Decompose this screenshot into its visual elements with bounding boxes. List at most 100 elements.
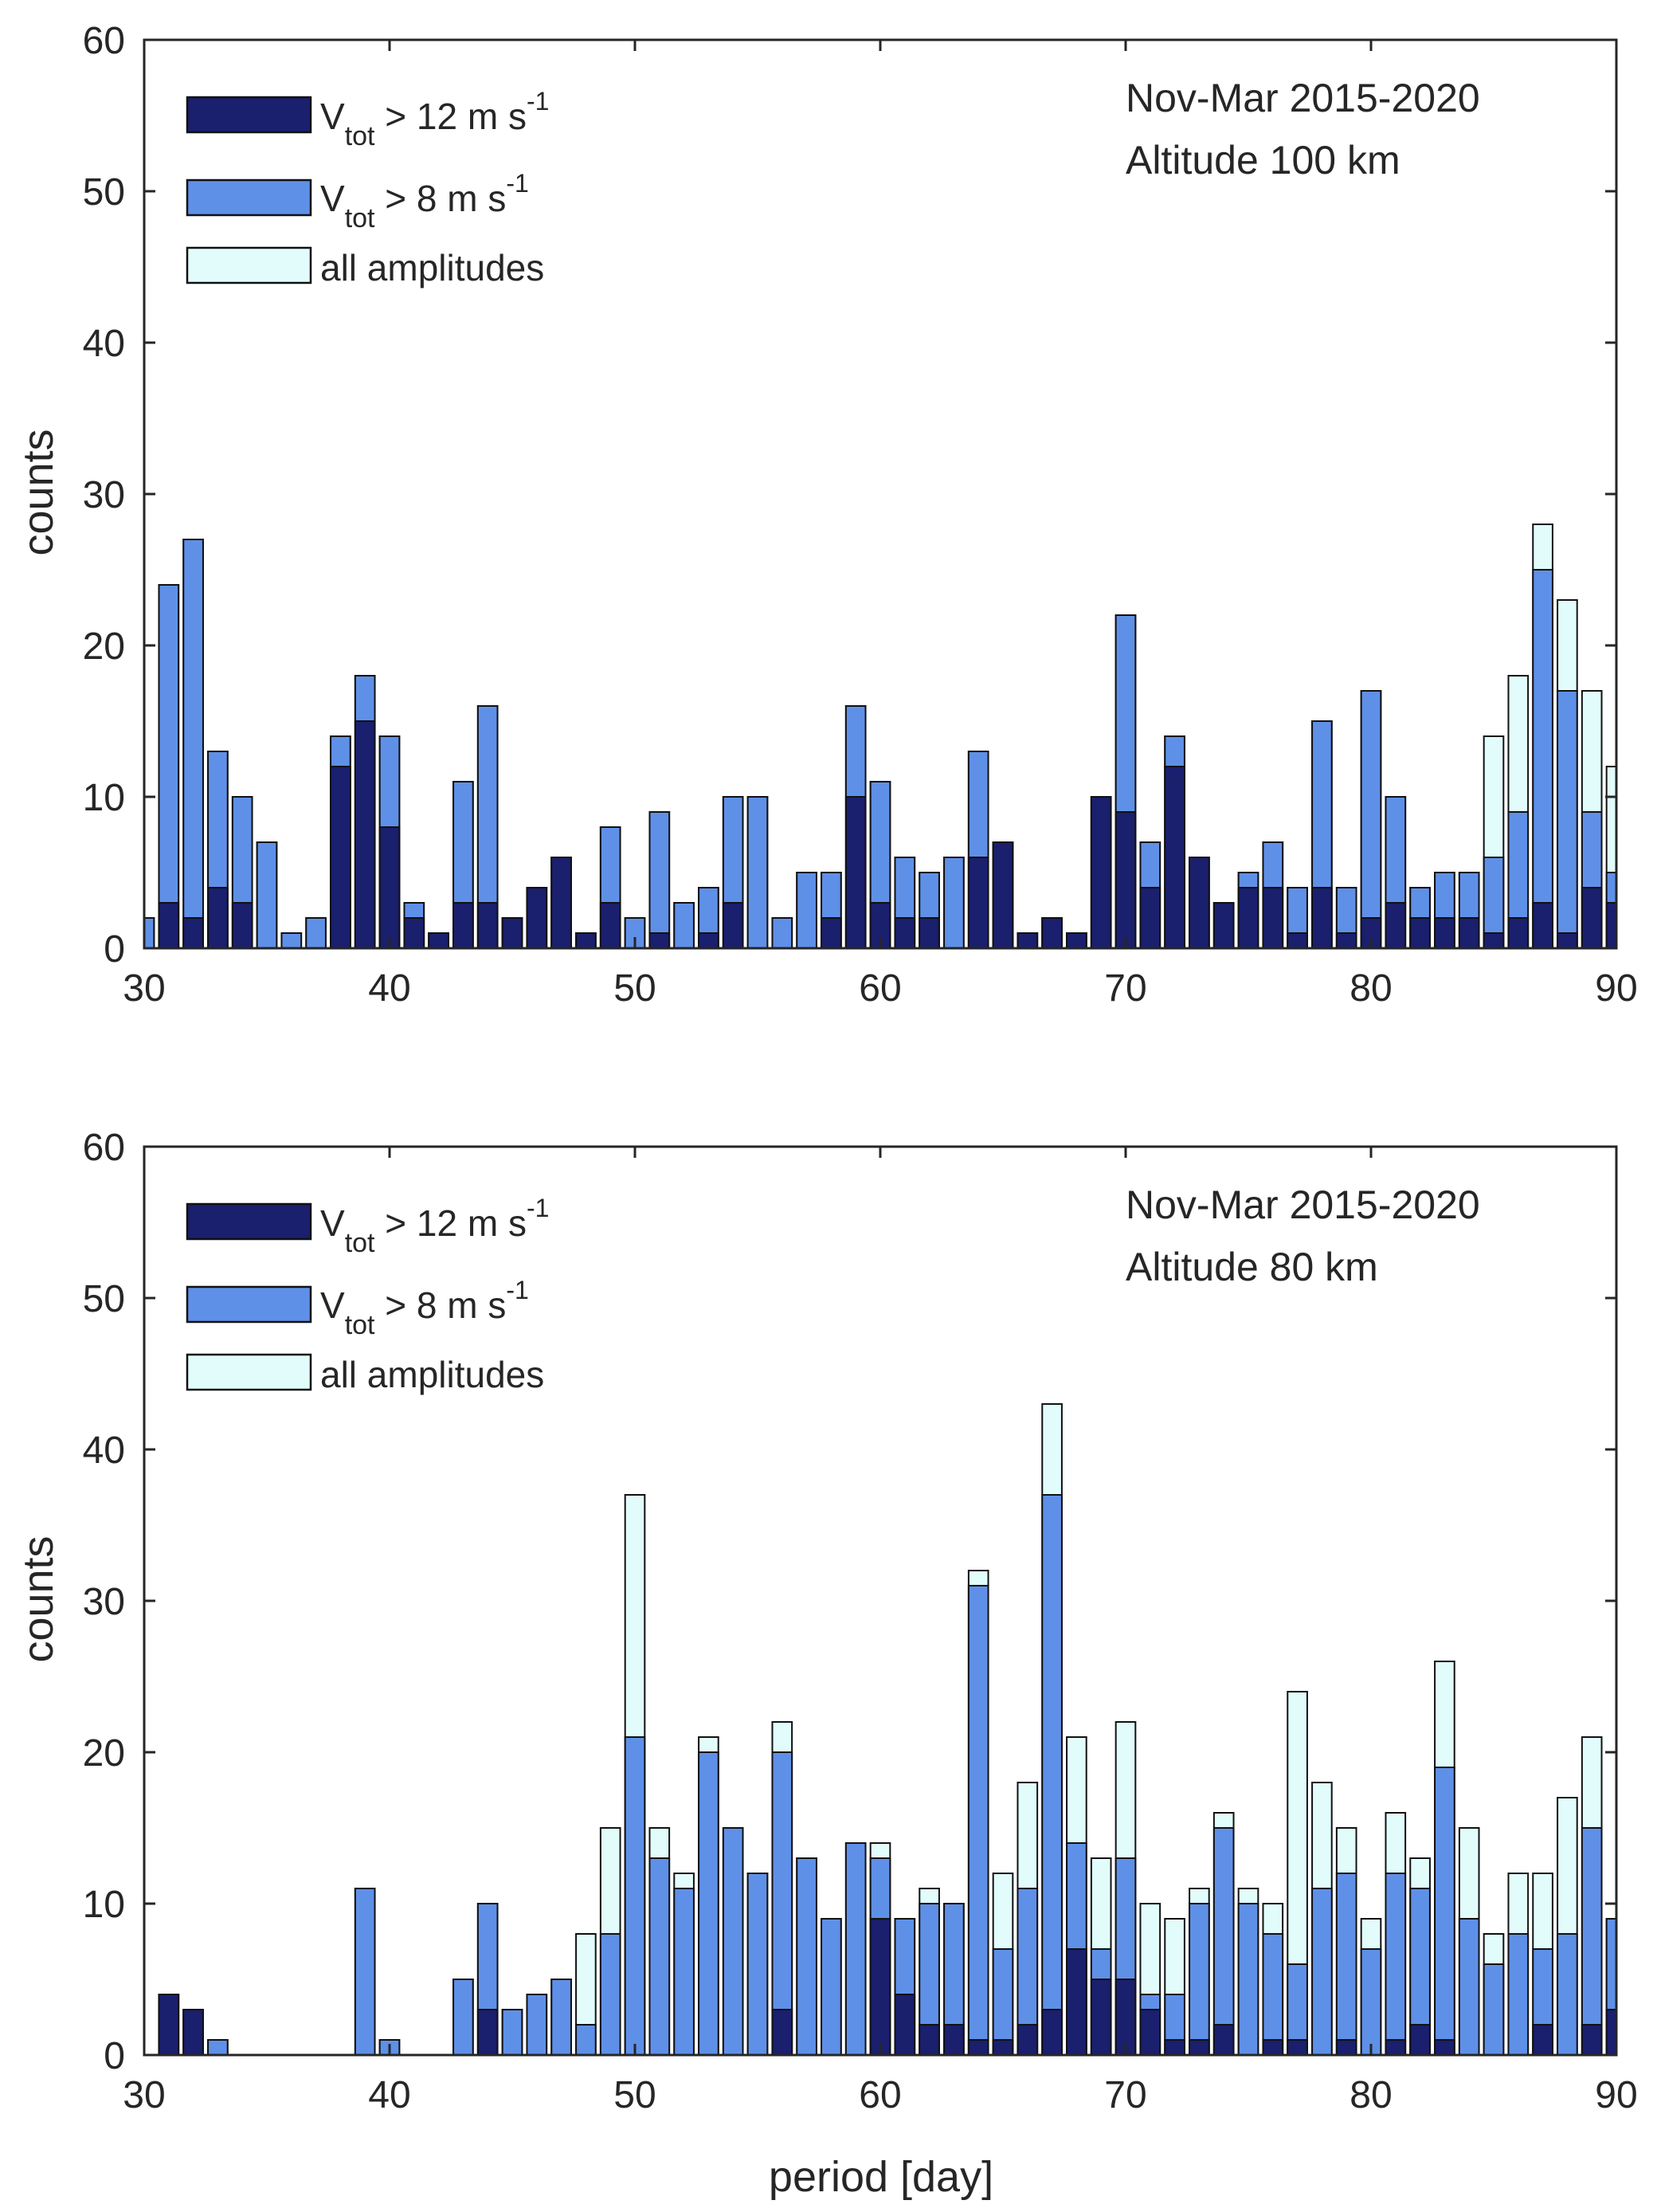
top-bar-vtot-gt-8-55 xyxy=(746,796,769,948)
bottom-bar-vtot-gt-8-86 xyxy=(1507,1933,1530,2055)
bottom-bar-vtot-gt-12-77 xyxy=(1287,2039,1308,2055)
bottom-bar-vtot-gt-8-57 xyxy=(796,1857,817,2055)
top-bar-vtot-gt-12-33 xyxy=(207,887,229,948)
bottom-legend-swatch-dark xyxy=(186,1202,312,1241)
top-ytick-label-50: 50 xyxy=(83,171,125,214)
bottom-bar-vtot-gt-8-45 xyxy=(501,2009,523,2055)
bottom-ytick-label-0: 0 xyxy=(104,2035,125,2077)
bottom-bar-vtot-gt-12-65 xyxy=(992,2039,1014,2055)
bottom-chart-panel: 30 40 50 60 70 80 90 0 10 20 30 40 50 60 Vtot > 12 m … xyxy=(14,1127,1638,2201)
bottom-bar-vtot-gt-12-79 xyxy=(1335,2039,1357,2055)
top-bar-vtot-gt-8-37 xyxy=(305,917,327,948)
bottom-legend-label-mid: Vtot > 8 m s-1 xyxy=(320,1276,529,1340)
top-bar-vtot-gt-12-80 xyxy=(1360,917,1382,948)
top-bar-vtot-gt-12-62 xyxy=(919,917,940,948)
top-ytick-label-10: 10 xyxy=(83,777,125,819)
top-bar-vtot-gt-12-44 xyxy=(476,902,499,948)
bottom-bar-vtot-gt-8-58 xyxy=(821,1918,842,2055)
top-chart-legend: Vtot > 12 m s-1 Vtot > 8 m s-1 all ampli… xyxy=(186,87,549,288)
bottom-bar-vtot-gt-8-81 xyxy=(1385,1873,1407,2055)
bottom-bar-vtot-gt-12-81 xyxy=(1385,2039,1407,2055)
top-bar-vtot-gt-12-34 xyxy=(231,902,253,948)
bottom-bar-vtot-gt-12-60 xyxy=(869,1918,891,2055)
top-ytick-label-40: 40 xyxy=(83,323,125,365)
bottom-bar-vtot-gt-8-51 xyxy=(648,1857,671,2055)
top-bar-vtot-gt-8-30 xyxy=(144,917,155,948)
bottom-bar-vtot-gt-8-76 xyxy=(1262,1933,1284,2055)
bottom-bar-vtot-gt-12-70 xyxy=(1114,1979,1137,2055)
bottom-bar-vtot-gt-12-56 xyxy=(771,2009,793,2055)
top-xtick-label-70: 70 xyxy=(1104,967,1146,1010)
top-bar-vtot-gt-12-74 xyxy=(1212,902,1235,948)
bottom-bar-vtot-gt-8-59 xyxy=(844,1842,867,2055)
bottom-bar-vtot-gt-8-55 xyxy=(746,1873,769,2055)
bottom-bar-vtot-gt-12-71 xyxy=(1139,2009,1161,2055)
top-xtick-label-30: 30 xyxy=(123,967,165,1010)
top-ytick-label-30: 30 xyxy=(83,474,125,516)
top-xtick-label-50: 50 xyxy=(613,967,656,1010)
bottom-bar-vtot-gt-8-84 xyxy=(1458,1918,1480,2055)
bottom-bar-vtot-gt-8-67 xyxy=(1041,1494,1063,2055)
bottom-bar-vtot-gt-12-83 xyxy=(1434,2039,1455,2055)
bottom-bar-vtot-gt-8-83 xyxy=(1434,1767,1455,2055)
bottom-bar-vtot-gt-8-78 xyxy=(1311,1888,1333,2055)
bottom-xtick-label-60: 60 xyxy=(859,2074,901,2116)
bottom-ytick-label-30: 30 xyxy=(83,1581,125,1623)
top-legend-swatch-dark xyxy=(186,96,312,134)
bottom-bar-vtot-gt-12-89 xyxy=(1581,2024,1603,2055)
bottom-chart-annotation-period: Nov-Mar 2015-2020 xyxy=(1126,1182,1480,1227)
top-legend-label-light: all amplitudes xyxy=(320,247,544,288)
bottom-bar-vtot-gt-8-89 xyxy=(1581,1827,1603,2055)
bottom-bar-vtot-gt-8-49 xyxy=(599,1933,621,2055)
bottom-bar-vtot-gt-12-68 xyxy=(1066,1948,1087,2055)
bottom-bar-vtot-gt-12-82 xyxy=(1409,2024,1431,2055)
top-bar-vtot-gt-12-86 xyxy=(1507,917,1530,948)
bottom-bar-vtot-gt-8-79 xyxy=(1335,1873,1357,2055)
bottom-bar-vtot-gt-12-32 xyxy=(182,2009,204,2055)
top-bar-vtot-gt-12-85 xyxy=(1483,932,1505,948)
bottom-ytick-label-20: 20 xyxy=(83,1732,125,1775)
bottom-bar-vtot-gt-12-66 xyxy=(1017,2024,1039,2055)
top-bar-vtot-gt-12-31 xyxy=(158,902,180,948)
top-bar-vtot-gt-12-67 xyxy=(1041,917,1063,948)
top-bar-vtot-gt-8-51 xyxy=(648,811,671,948)
top-bar-vtot-gt-12-69 xyxy=(1090,796,1112,948)
bottom-bar-vtot-gt-8-65 xyxy=(992,1948,1014,2055)
top-bar-vtot-gt-12-39 xyxy=(354,720,376,948)
top-bar-vtot-gt-12-32 xyxy=(182,917,204,948)
top-bar-vtot-gt-8-80 xyxy=(1360,690,1382,948)
top-xtick-label-60: 60 xyxy=(859,967,901,1010)
bottom-bar-vtot-gt-12-62 xyxy=(919,2024,940,2055)
top-bar-vtot-gt-12-87 xyxy=(1532,902,1553,948)
top-bar-vtot-gt-12-64 xyxy=(967,857,989,948)
top-bar-vtot-gt-12-72 xyxy=(1164,766,1185,948)
top-bar-vtot-gt-12-58 xyxy=(821,917,842,948)
top-legend-label-mid: Vtot > 8 m s-1 xyxy=(320,169,529,233)
bottom-bar-vtot-gt-8-46 xyxy=(526,1994,548,2055)
bottom-legend-label-dark: Vtot > 12 m s-1 xyxy=(320,1194,549,1258)
top-bar-vtot-gt-12-79 xyxy=(1335,932,1357,948)
top-bar-vtot-gt-12-84 xyxy=(1458,917,1480,948)
bottom-legend-swatch-light xyxy=(186,1353,312,1391)
bottom-bar-vtot-gt-12-73 xyxy=(1189,2039,1210,2055)
bottom-bar-vtot-gt-8-88 xyxy=(1557,1933,1578,2055)
bottom-bar-vtot-gt-12-74 xyxy=(1212,2024,1235,2055)
top-bar-vtot-gt-8-36 xyxy=(280,932,303,948)
top-bar-vtot-gt-12-77 xyxy=(1287,932,1308,948)
top-bar-vtot-gt-8-56 xyxy=(771,917,793,948)
top-bar-vtot-gt-12-51 xyxy=(648,932,671,948)
top-bar-vtot-gt-12-70 xyxy=(1114,811,1137,948)
top-chart-frame xyxy=(143,38,1618,950)
bottom-bar-vtot-gt-8-39 xyxy=(354,1888,376,2055)
bottom-bar-vtot-gt-8-75 xyxy=(1237,1903,1259,2055)
bottom-bar-vtot-gt-8-47 xyxy=(550,1979,572,2055)
top-bar-vtot-gt-12-45 xyxy=(501,917,523,948)
top-legend-label-dark: Vtot > 12 m s-1 xyxy=(320,87,549,151)
bottom-chart-ylabel: counts xyxy=(14,1535,62,1662)
bottom-bar-vtot-gt-8-56 xyxy=(771,1751,793,2055)
top-legend-swatch-mid xyxy=(186,178,312,217)
top-bar-vtot-gt-12-53 xyxy=(698,932,719,948)
top-bar-vtot-gt-12-83 xyxy=(1434,917,1455,948)
bottom-bar-vtot-gt-8-80 xyxy=(1360,1948,1382,2055)
